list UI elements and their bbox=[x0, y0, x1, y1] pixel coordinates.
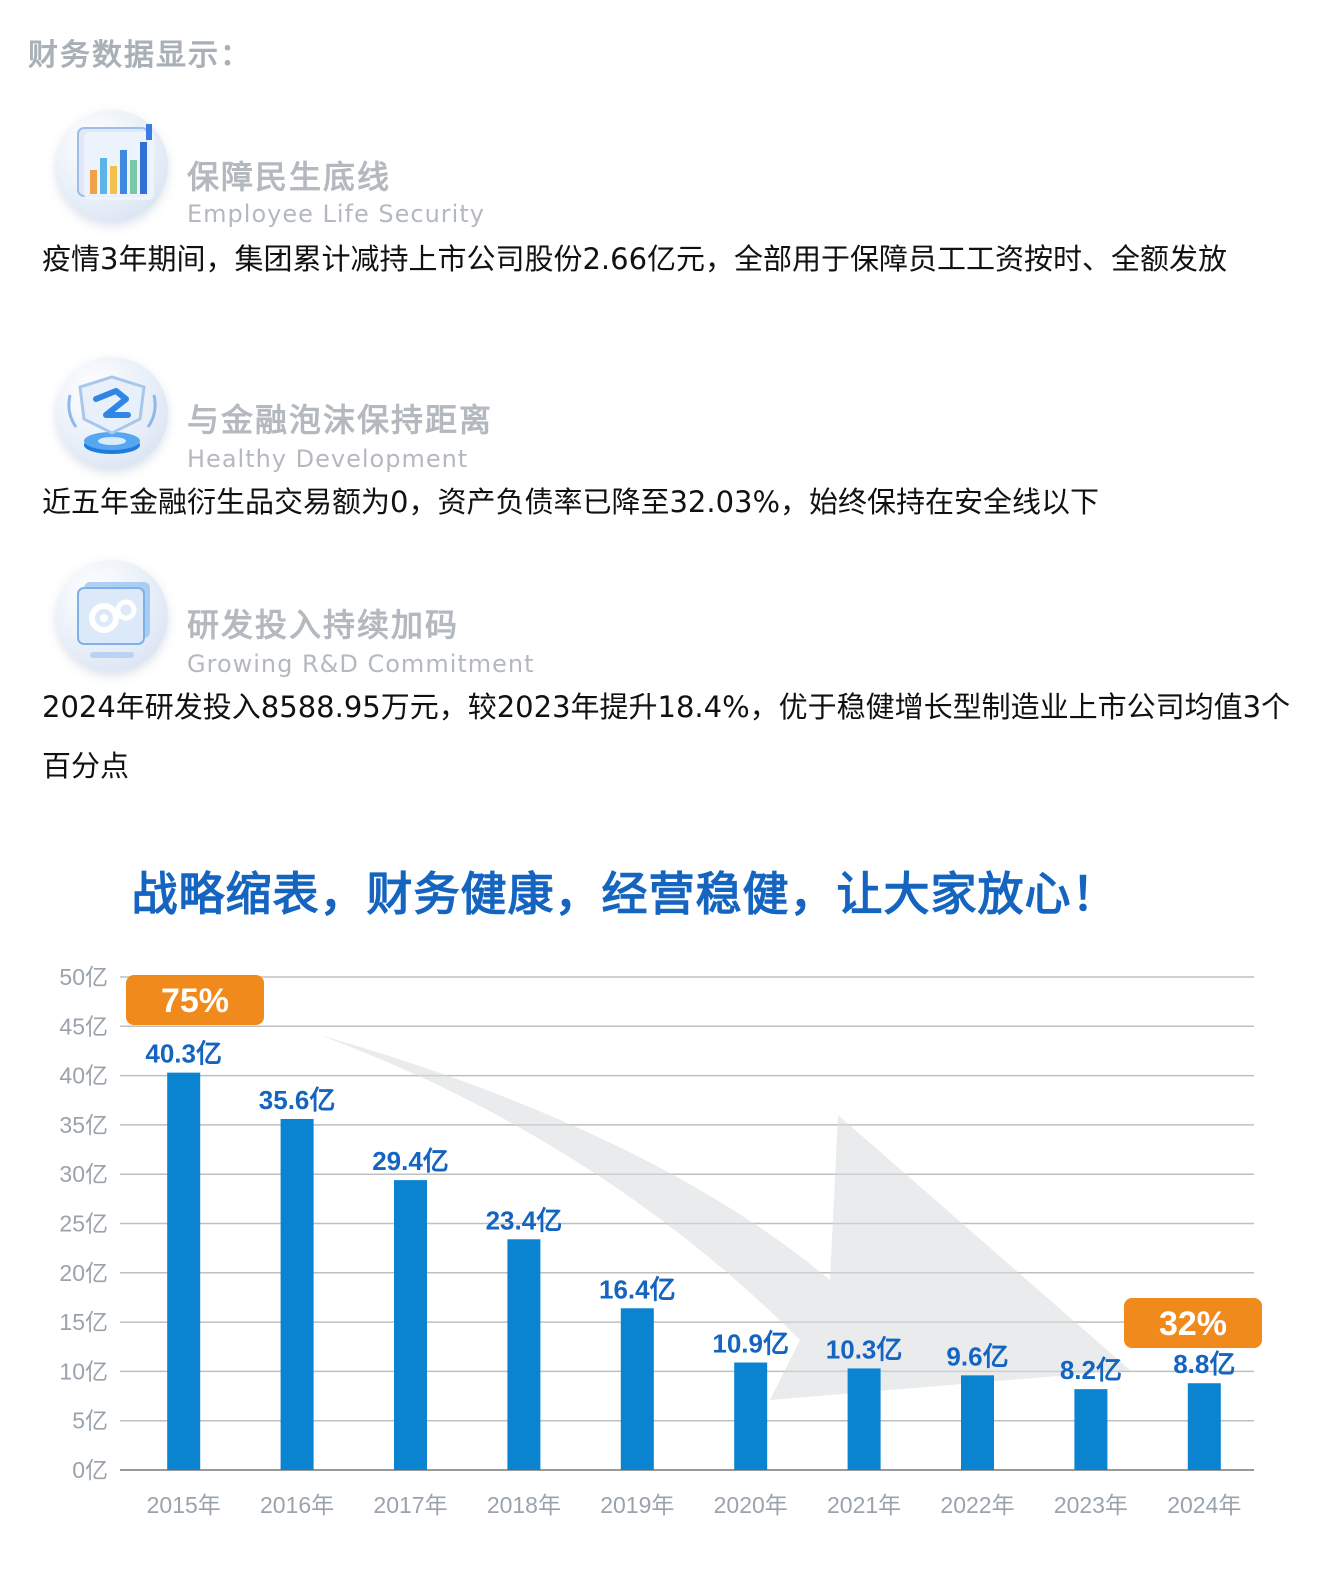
trend-arrow bbox=[320, 1035, 1130, 1400]
feature-title: 保障民生底线 bbox=[187, 158, 392, 196]
feature-subtitle: Employee Life Security bbox=[187, 200, 485, 228]
section-title: 财务数据显示： bbox=[28, 38, 252, 73]
bar-chart: 0亿 5亿 10亿 15亿 20亿 25亿 30亿 35亿 40亿 45亿 50亿 40.3亿 35.… bbox=[59, 964, 1262, 1518]
bar bbox=[620, 1308, 654, 1470]
data-label: 29.4亿 bbox=[372, 1146, 449, 1176]
feature-description: 2024年研发投入8588.95万元，较2023年提升18.4%，优于稳健增长型… bbox=[42, 690, 1291, 783]
x-tick-label: 2016年 bbox=[260, 1492, 334, 1518]
y-tick-label: 45亿 bbox=[59, 1013, 108, 1039]
bar bbox=[280, 1118, 314, 1470]
data-label: 35.6亿 bbox=[259, 1085, 336, 1115]
feature-subtitle: Growing R&D Commitment bbox=[187, 650, 535, 678]
feature-subtitle: Healthy Development bbox=[187, 445, 469, 473]
y-tick-label: 0亿 bbox=[72, 1457, 108, 1483]
percent-badge-label: 32% bbox=[1159, 1305, 1227, 1343]
data-label: 10.9亿 bbox=[712, 1329, 789, 1359]
data-label: 8.8亿 bbox=[1173, 1349, 1235, 1379]
y-tick-label: 20亿 bbox=[59, 1260, 108, 1286]
percent-badge bbox=[126, 975, 264, 1025]
data-label: 40.3亿 bbox=[145, 1039, 222, 1069]
y-tick-label: 40亿 bbox=[59, 1063, 108, 1089]
x-tick-label: 2023年 bbox=[1054, 1492, 1128, 1518]
bar bbox=[394, 1180, 427, 1470]
x-tick-label: 2020年 bbox=[714, 1492, 788, 1518]
feature-title: 研发投入持续加码 bbox=[187, 606, 460, 644]
feature-title: 与金融泡沫保持距离 bbox=[187, 401, 494, 439]
x-tick-label: 2022年 bbox=[940, 1492, 1014, 1518]
percent-badge bbox=[1124, 1298, 1262, 1348]
y-tick-label: 5亿 bbox=[72, 1408, 108, 1434]
bar bbox=[734, 1362, 768, 1470]
y-tick-label: 15亿 bbox=[59, 1309, 108, 1335]
bar bbox=[847, 1368, 881, 1470]
y-tick-label: 30亿 bbox=[59, 1161, 108, 1187]
bar bbox=[507, 1239, 541, 1470]
bar-chart-icon bbox=[56, 110, 168, 222]
y-tick-label: 35亿 bbox=[59, 1112, 108, 1138]
y-tick-label: 25亿 bbox=[59, 1211, 108, 1237]
data-label: 16.4亿 bbox=[599, 1274, 676, 1304]
x-tick-label: 2017年 bbox=[373, 1492, 447, 1518]
bar bbox=[167, 1072, 201, 1470]
x-tick-label: 2015年 bbox=[147, 1492, 221, 1518]
chart-title: 战略缩表，财务健康，经营稳健，让大家放心！ bbox=[131, 867, 1119, 921]
data-label: 10.3亿 bbox=[826, 1334, 903, 1364]
x-tick-label: 2018年 bbox=[487, 1492, 561, 1518]
percent-badge-label: 75% bbox=[161, 982, 229, 1020]
bar bbox=[961, 1375, 994, 1470]
gear-screen-icon bbox=[56, 560, 168, 672]
bar bbox=[1074, 1389, 1108, 1470]
finance-shield-icon bbox=[56, 357, 168, 469]
feature-description: 近五年金融衍生品交易额为0，资产负债率已降至32.03%，始终保持在安全线以下 bbox=[42, 485, 1100, 519]
x-tick-label: 2024年 bbox=[1167, 1492, 1241, 1518]
feature-description: 疫情3年期间，集团累计减持上市公司股份2.66亿元，全部用于保障员工工资按时、全… bbox=[42, 242, 1228, 276]
data-label: 8.2亿 bbox=[1060, 1355, 1122, 1385]
y-tick-label: 50亿 bbox=[59, 964, 108, 990]
data-label: 9.6亿 bbox=[946, 1341, 1008, 1371]
y-tick-label: 10亿 bbox=[59, 1358, 108, 1384]
bar bbox=[1187, 1383, 1221, 1470]
data-label: 23.4亿 bbox=[486, 1205, 563, 1235]
x-tick-label: 2019年 bbox=[600, 1492, 674, 1518]
x-tick-label: 2021年 bbox=[827, 1492, 901, 1518]
